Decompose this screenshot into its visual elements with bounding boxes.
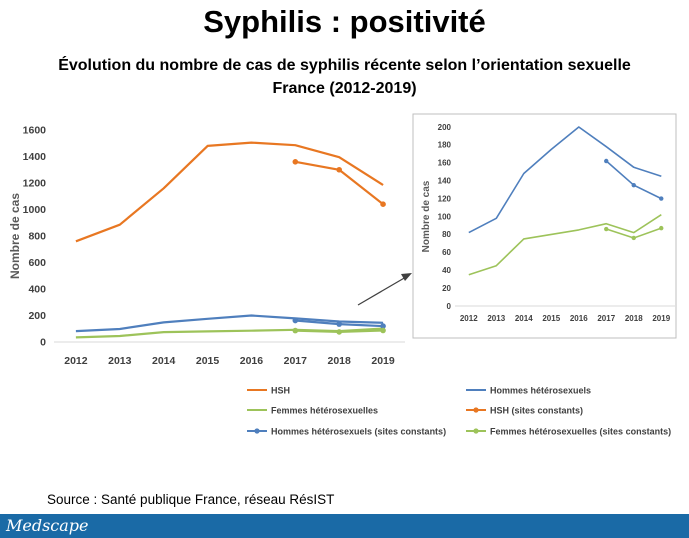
y-tick-label: 200 <box>438 123 452 132</box>
chart-subtitle-line2: France (2012-2019) <box>272 80 417 97</box>
data-point <box>659 196 664 201</box>
legend-item: Hommes hétérosexuels <box>466 386 591 396</box>
y-tick-label: 1600 <box>23 125 47 137</box>
y-tick-label: 800 <box>28 231 46 243</box>
zoom-arrow-line <box>357 276 407 306</box>
series-line <box>468 214 662 276</box>
y-tick-label: 40 <box>442 266 451 275</box>
y-tick-label: 400 <box>28 284 46 296</box>
legend-item: HSH <box>247 386 290 396</box>
main-chart: 0 200 400 600 800 1000 1200 1400 1600 2012 2013 201… <box>8 125 405 367</box>
y-tick-label: 1400 <box>23 151 47 163</box>
data-point <box>604 226 609 232</box>
series-line <box>468 126 662 234</box>
legend-label: Hommes hétérosexuels <box>490 386 591 396</box>
slide-title: Syphilis : positivité <box>203 4 486 39</box>
legend-item: HSH (sites constants) <box>466 406 583 416</box>
y-axis-label: Nombre de cas <box>8 193 22 279</box>
y-tick-label: 20 <box>442 284 451 293</box>
x-tick-label: 2016 <box>240 355 264 367</box>
data-point <box>380 201 386 207</box>
data-point <box>292 317 299 324</box>
data-point <box>292 159 299 165</box>
x-tick-label: 2014 <box>152 355 176 367</box>
x-tick-label: 2013 <box>108 355 132 367</box>
y-tick-label: 1000 <box>23 204 47 216</box>
y-tick-label: 60 <box>442 248 451 257</box>
x-tick-label: 2015 <box>196 355 220 367</box>
x-tick-label: 2012 <box>460 314 478 323</box>
series-line <box>75 141 384 243</box>
data-point <box>631 235 636 241</box>
y-tick-label: 180 <box>438 141 452 150</box>
data-point <box>380 323 386 329</box>
data-point <box>380 327 386 334</box>
y-tick-label: 100 <box>438 212 452 221</box>
y-tick-label: 140 <box>438 177 452 186</box>
inset-chart: 0 20 40 60 80 100 120 140 160 180 200 2012 2013 2014 2… <box>412 113 677 339</box>
legend-label: HSH (sites constants) <box>490 406 583 416</box>
legend-swatch-marker <box>473 407 479 413</box>
legend-label: Femmes hétérosexuelles <box>271 406 378 416</box>
main-legend: HSH Hommes hétérosexuels Femmes hétérosexu… <box>247 386 671 437</box>
y-tick-label: 600 <box>28 257 46 269</box>
x-tick-label: 2018 <box>328 355 352 367</box>
data-point <box>604 158 609 164</box>
x-tick-label: 2017 <box>597 314 615 323</box>
x-tick-label: 2012 <box>64 355 88 367</box>
x-tick-label: 2018 <box>625 314 643 323</box>
y-axis-label: Nombre de cas <box>421 180 432 252</box>
zoom-arrow <box>357 273 412 306</box>
x-tick-label: 2014 <box>515 314 533 323</box>
x-tick-label: 2019 <box>652 314 670 323</box>
zoom-arrow-head <box>401 273 412 281</box>
x-tick-label: 2016 <box>570 314 588 323</box>
y-tick-label: 0 <box>40 337 46 349</box>
legend-label: Femmes hétérosexuelles (sites constants) <box>490 427 671 437</box>
legend-swatch-marker <box>254 428 260 434</box>
legend-item: Hommes hétérosexuels (sites constants) <box>247 427 446 437</box>
data-point <box>336 321 342 327</box>
legend-item: Femmes hétérosexuelles (sites constants) <box>466 427 671 437</box>
legend-label: Hommes hétérosexuels (sites constants) <box>271 427 446 437</box>
x-tick-label: 2015 <box>542 314 560 323</box>
x-tick-label: 2013 <box>487 314 505 323</box>
y-tick-label: 0 <box>447 302 452 311</box>
legend-label: HSH <box>271 386 290 396</box>
legend-item: Femmes hétérosexuelles <box>247 406 378 416</box>
y-tick-label: 200 <box>28 310 46 322</box>
data-point <box>631 182 636 188</box>
x-tick-label: 2017 <box>284 355 308 367</box>
footer-bar: Medscape <box>0 514 689 538</box>
y-tick-label: 120 <box>438 194 452 203</box>
medscape-logo: Medscape <box>6 516 89 535</box>
chart-subtitle-line1: Évolution du nombre de cas de syphilis r… <box>58 57 631 74</box>
y-tick-label: 160 <box>438 159 452 168</box>
data-point <box>336 166 342 173</box>
y-tick-label: 80 <box>442 230 451 239</box>
legend-swatch-marker <box>473 428 479 434</box>
x-tick-label: 2019 <box>371 355 395 367</box>
data-point <box>336 329 342 335</box>
series-line <box>75 314 384 333</box>
data-point <box>659 225 664 231</box>
source-note: Source : Santé publique France, réseau R… <box>47 492 335 507</box>
y-tick-label: 1200 <box>23 178 47 190</box>
data-point <box>292 327 299 334</box>
inset-frame <box>412 113 677 339</box>
